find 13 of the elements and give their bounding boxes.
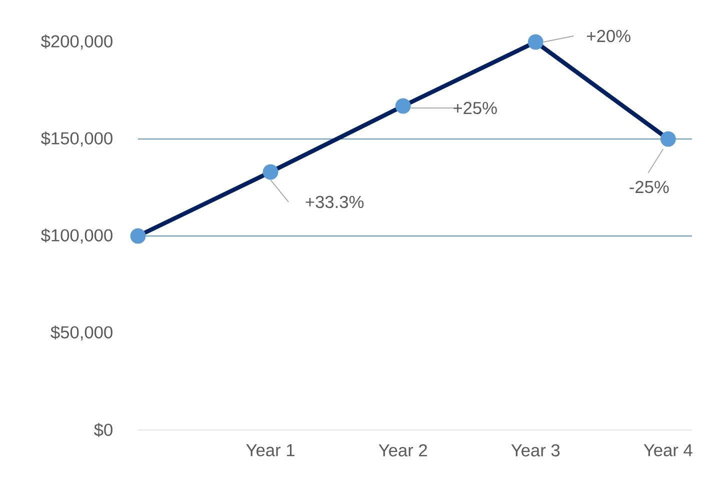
y-tick-label: $0: [94, 422, 112, 437]
x-tick-label: Year 3: [511, 444, 560, 456]
x-tick-label: Year 2: [378, 444, 427, 456]
y-tick-label: $200,000: [41, 34, 112, 50]
annotation: -25%: [630, 180, 669, 194]
x-tick-label: Year 4: [644, 444, 692, 456]
annotation: +20%: [587, 30, 630, 42]
annotation: +25%: [454, 102, 497, 114]
y-tick-label: $50,000: [50, 325, 112, 341]
y-tick-label: $150,000: [41, 131, 112, 147]
annotation: +33.3%: [306, 196, 364, 208]
y-tick-label: $100,000: [41, 228, 112, 244]
x-tick-label: Year 1: [246, 444, 294, 456]
